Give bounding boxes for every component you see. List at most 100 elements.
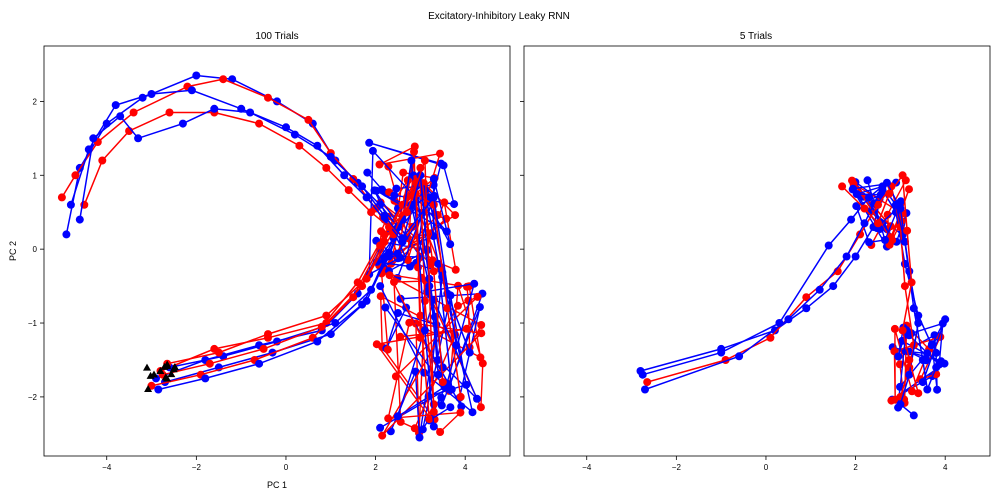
data-point (881, 236, 889, 244)
data-point (393, 309, 402, 317)
data-point (154, 385, 163, 394)
data-point (438, 378, 447, 387)
data-point (380, 230, 389, 239)
data-point (478, 359, 487, 368)
axes-5-trials: −4 −2 0 2 4 (520, 101, 948, 472)
data-point (429, 193, 438, 202)
data-point (111, 101, 120, 110)
data-point (396, 253, 405, 262)
data-point (476, 403, 485, 412)
data-point (905, 356, 914, 364)
data-point (349, 293, 358, 302)
data-point (436, 149, 444, 158)
data-point (429, 407, 438, 416)
x-tick-label: 0 (284, 463, 289, 472)
data-point (882, 178, 891, 187)
trajectory (638, 178, 923, 420)
start-marker (161, 373, 170, 381)
data-point (766, 333, 775, 342)
trajectory-line (167, 192, 462, 398)
data-point (255, 119, 264, 128)
data-point (838, 182, 847, 191)
axes-100-trials: −4 −2 0 2 4 −2 −1 0 1 2 (28, 97, 468, 472)
data-point (326, 152, 335, 161)
data-point (735, 352, 744, 361)
data-point (898, 326, 907, 335)
y-tick-label: 1 (33, 171, 38, 180)
data-point (89, 134, 98, 143)
data-point (205, 359, 214, 368)
data-point (66, 200, 75, 209)
data-point (865, 193, 873, 202)
data-point (402, 208, 411, 217)
data-point (98, 156, 107, 165)
data-point (852, 202, 861, 211)
x-tick-label: 4 (463, 463, 468, 472)
data-point (941, 315, 950, 324)
data-point (451, 265, 460, 274)
data-point (802, 304, 811, 313)
data-point (391, 372, 400, 381)
start-marker (171, 363, 179, 371)
data-point (390, 191, 399, 200)
data-point (429, 267, 438, 276)
data-point (477, 321, 486, 329)
data-point (473, 292, 482, 301)
plot-area-100-trials (57, 71, 487, 442)
start-marker (144, 385, 153, 392)
data-point (365, 138, 374, 147)
data-point (362, 193, 371, 202)
data-point (383, 345, 392, 354)
start-marker (156, 367, 165, 374)
data-point (918, 378, 927, 387)
data-point (313, 337, 322, 346)
data-point (406, 262, 414, 271)
data-point (717, 348, 726, 357)
y-axis-label: PC 2 (8, 241, 18, 261)
panel-100-trials: 100 Trials −4 −2 0 2 4 −2 −1 0 1 2 PC 1 PC 2 (8, 31, 511, 490)
data-point (641, 385, 649, 394)
data-point (376, 282, 385, 291)
data-point (932, 363, 941, 372)
data-point (372, 340, 381, 349)
data-point (295, 141, 304, 150)
data-point (62, 230, 71, 239)
data-point (442, 227, 451, 236)
trajectory-line (644, 184, 937, 393)
data-point (385, 271, 394, 280)
data-point (468, 408, 477, 417)
data-point (380, 211, 389, 220)
data-point (829, 282, 838, 291)
data-point (116, 112, 125, 121)
data-point (896, 400, 905, 409)
start-marker (150, 370, 158, 378)
data-point (255, 359, 264, 368)
data-point (914, 319, 923, 327)
plot-area-5-trials (636, 171, 950, 420)
data-point (398, 234, 407, 243)
data-point (420, 156, 429, 165)
data-point (415, 433, 424, 442)
data-point (775, 319, 784, 327)
data-point (638, 370, 647, 379)
data-point (290, 130, 299, 139)
data-point (393, 412, 402, 421)
data-point (802, 293, 811, 302)
data-point (896, 382, 904, 391)
x-tick-label: −2 (672, 463, 682, 472)
data-point (927, 341, 936, 350)
data-point (446, 240, 455, 249)
data-point (883, 210, 892, 219)
panel-5-trials: 5 Trials −4 −2 0 2 4 (520, 31, 991, 472)
data-point (860, 204, 869, 213)
data-point (887, 233, 895, 242)
data-point (368, 146, 377, 155)
data-point (219, 75, 228, 84)
data-point (437, 159, 445, 168)
data-point (378, 431, 387, 440)
data-point (376, 241, 385, 250)
trajectory-line (841, 173, 920, 394)
trajectory (75, 104, 461, 350)
data-point (405, 318, 414, 327)
panel-title-100-trials: 100 Trials (255, 31, 298, 42)
